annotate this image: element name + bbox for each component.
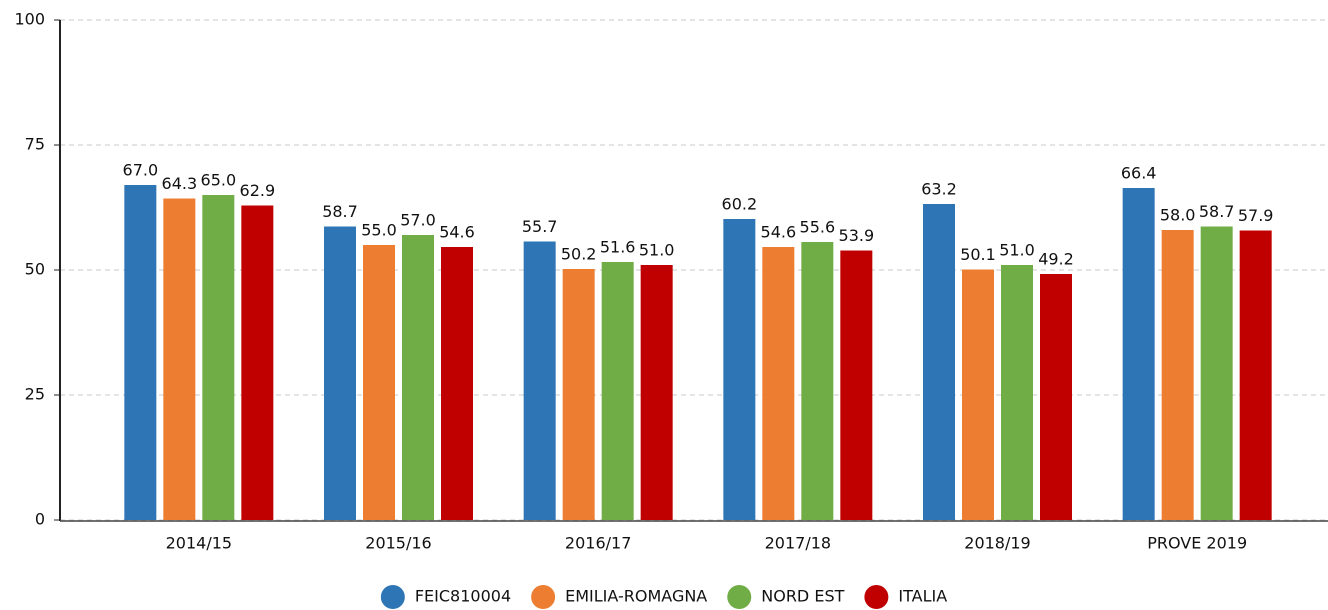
data-label: 54.6: [761, 223, 797, 242]
data-label: 50.1: [960, 245, 996, 264]
x-tick-label: 2014/15: [166, 534, 232, 553]
bar: [1161, 230, 1194, 520]
legend-marker: [380, 585, 405, 609]
bar: [1040, 274, 1072, 520]
bar: [363, 245, 395, 520]
bar: [124, 185, 157, 520]
data-label: 55.0: [361, 221, 397, 240]
bar: [923, 204, 955, 520]
bar: [241, 205, 274, 520]
y-tick-label: 100: [14, 10, 45, 29]
data-label: 67.0: [123, 161, 159, 180]
data-label: 57.0: [400, 211, 436, 230]
legend-label: ITALIA: [898, 587, 947, 606]
x-tick-label: 2016/17: [565, 534, 631, 553]
bar: [762, 247, 795, 520]
data-label: 51.0: [999, 241, 1035, 260]
x-tick-label: PROVE 2019: [1147, 534, 1247, 553]
bar: [601, 262, 634, 520]
bar: [523, 241, 556, 520]
data-label: 65.0: [201, 171, 237, 190]
bar: [562, 269, 595, 520]
data-label: 58.7: [322, 202, 358, 221]
bar: [840, 250, 873, 520]
bar: [962, 269, 994, 520]
legend-label: NORD EST: [761, 587, 844, 606]
data-label: 62.9: [240, 181, 276, 200]
data-label: 60.2: [722, 195, 758, 214]
data-label: 63.2: [921, 180, 957, 199]
y-tick-label: 75: [25, 135, 45, 154]
data-label: 55.6: [800, 218, 836, 237]
legend-label: FEIC810004: [415, 587, 511, 606]
bar: [1239, 230, 1272, 520]
bar: [324, 226, 356, 520]
y-tick-label: 25: [25, 385, 45, 404]
bar: [1122, 188, 1155, 520]
bar: [163, 198, 196, 520]
x-tick-label: 2015/16: [365, 534, 431, 553]
data-label: 50.2: [561, 245, 597, 264]
bar: [202, 195, 235, 520]
legend-marker: [727, 585, 752, 609]
y-tick-label: 0: [35, 510, 45, 529]
bar: [402, 235, 434, 520]
data-label: 54.6: [439, 223, 475, 242]
data-label: 66.4: [1121, 164, 1157, 183]
legend-label: EMILIA-ROMAGNA: [565, 587, 707, 606]
legend-marker: [531, 585, 556, 609]
y-tick-label: 50: [25, 260, 45, 279]
x-tick-label: 2017/18: [765, 534, 831, 553]
data-label: 58.0: [1160, 206, 1196, 225]
bar: [1200, 226, 1233, 520]
data-label: 55.7: [522, 217, 558, 236]
data-label: 53.9: [839, 226, 875, 245]
data-label: 51.0: [639, 241, 675, 260]
data-label: 49.2: [1038, 250, 1074, 269]
data-label: 57.9: [1238, 206, 1274, 225]
bar: [640, 265, 673, 520]
data-label: 64.3: [162, 174, 198, 193]
data-label: 58.7: [1199, 202, 1235, 221]
bar: [801, 242, 834, 520]
legend-marker: [864, 585, 889, 609]
bar: [441, 247, 473, 520]
bar: [1001, 265, 1033, 520]
x-tick-label: 2018/19: [964, 534, 1030, 553]
bar: [723, 219, 756, 520]
data-label: 51.6: [600, 238, 636, 257]
